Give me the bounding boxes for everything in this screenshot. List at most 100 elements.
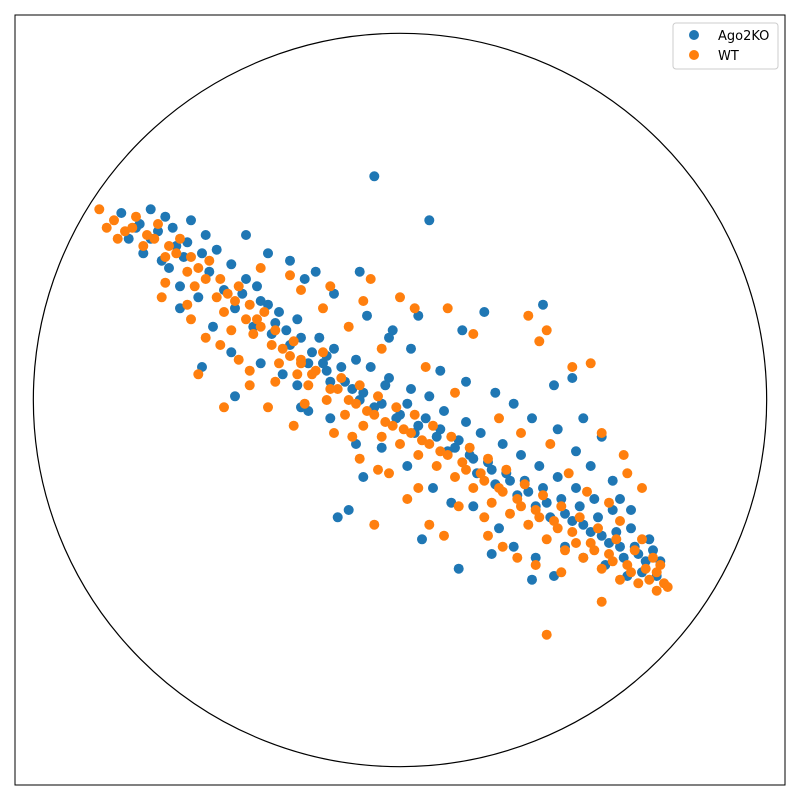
data-point xyxy=(464,450,475,460)
data-point xyxy=(387,420,398,431)
data-point xyxy=(611,534,622,545)
data-point xyxy=(138,241,149,251)
data-point xyxy=(424,519,435,530)
data-point xyxy=(596,428,607,438)
data-point xyxy=(376,442,387,453)
data-point xyxy=(428,483,438,493)
data-point xyxy=(211,292,222,303)
data-point xyxy=(153,219,163,229)
data-point xyxy=(164,241,174,251)
data-point xyxy=(435,365,446,376)
data-point xyxy=(200,274,211,284)
data-point xyxy=(457,325,468,336)
data-point xyxy=(156,292,167,303)
data-point xyxy=(94,204,105,215)
data-point xyxy=(226,325,237,336)
data-point xyxy=(431,461,442,471)
data-point xyxy=(402,461,413,471)
data-point xyxy=(486,464,497,475)
data-point xyxy=(413,450,424,460)
data-point xyxy=(299,398,310,409)
data-point xyxy=(578,552,589,563)
data-point xyxy=(255,321,266,332)
data-point xyxy=(109,215,119,226)
data-point xyxy=(296,358,306,369)
data-point xyxy=(376,343,387,354)
data-point xyxy=(574,512,585,523)
data-point xyxy=(285,351,295,361)
data-point xyxy=(200,230,211,240)
data-point xyxy=(387,325,398,336)
data-point xyxy=(182,299,193,310)
data-point xyxy=(175,233,185,244)
data-point xyxy=(347,384,358,394)
data-point xyxy=(215,274,226,284)
legend-marker-ago2ko xyxy=(689,30,699,40)
data-point xyxy=(255,263,266,273)
data-point xyxy=(215,340,226,350)
series-wt xyxy=(94,204,673,640)
data-point xyxy=(193,263,204,273)
data-point xyxy=(358,472,369,482)
data-point xyxy=(248,321,259,332)
data-point xyxy=(523,486,534,497)
legend-label-ago2ko: Ago2KO xyxy=(718,29,769,44)
data-point xyxy=(288,336,299,347)
data-point xyxy=(369,519,380,530)
data-point xyxy=(358,296,369,306)
data-point xyxy=(450,472,460,482)
data-point xyxy=(662,582,673,592)
data-point xyxy=(420,413,431,424)
data-point xyxy=(497,541,508,552)
data-point xyxy=(541,629,552,640)
data-point xyxy=(461,417,471,427)
data-point xyxy=(618,450,629,460)
data-point xyxy=(325,413,336,424)
data-point xyxy=(530,560,541,570)
data-point xyxy=(303,380,314,391)
data-point xyxy=(384,468,394,479)
data-point xyxy=(186,215,196,226)
data-point xyxy=(226,347,237,358)
series-ago2ko xyxy=(116,171,666,585)
data-point xyxy=(252,314,262,325)
data-point xyxy=(354,266,365,277)
data-point xyxy=(285,270,295,281)
data-point xyxy=(446,431,457,442)
data-point xyxy=(633,578,644,589)
data-point xyxy=(486,497,497,508)
data-point xyxy=(545,439,556,449)
data-point xyxy=(424,439,435,449)
data-point xyxy=(182,266,193,277)
unit-circle xyxy=(32,32,768,768)
data-point xyxy=(369,409,380,420)
data-point xyxy=(453,501,464,512)
data-point xyxy=(391,402,402,413)
data-point xyxy=(479,475,490,486)
data-point xyxy=(384,332,394,343)
data-point xyxy=(571,446,581,457)
data-point xyxy=(442,303,453,314)
data-point xyxy=(494,523,504,534)
data-point xyxy=(648,545,658,556)
legend-box xyxy=(672,22,779,70)
data-point xyxy=(461,464,471,475)
data-point xyxy=(501,464,512,475)
data-point xyxy=(318,358,328,369)
data-point xyxy=(424,391,435,402)
data-point xyxy=(468,483,479,493)
data-point xyxy=(153,226,163,237)
data-point xyxy=(167,222,178,233)
data-point xyxy=(321,395,332,405)
data-point xyxy=(567,527,578,537)
data-point xyxy=(428,420,438,431)
data-point xyxy=(164,263,174,273)
data-point xyxy=(560,545,570,556)
data-point xyxy=(516,501,526,512)
data-point xyxy=(464,442,475,453)
data-point xyxy=(325,376,336,387)
data-point xyxy=(318,347,328,358)
data-point xyxy=(607,475,618,486)
data-point xyxy=(615,494,625,504)
data-point xyxy=(461,376,471,387)
